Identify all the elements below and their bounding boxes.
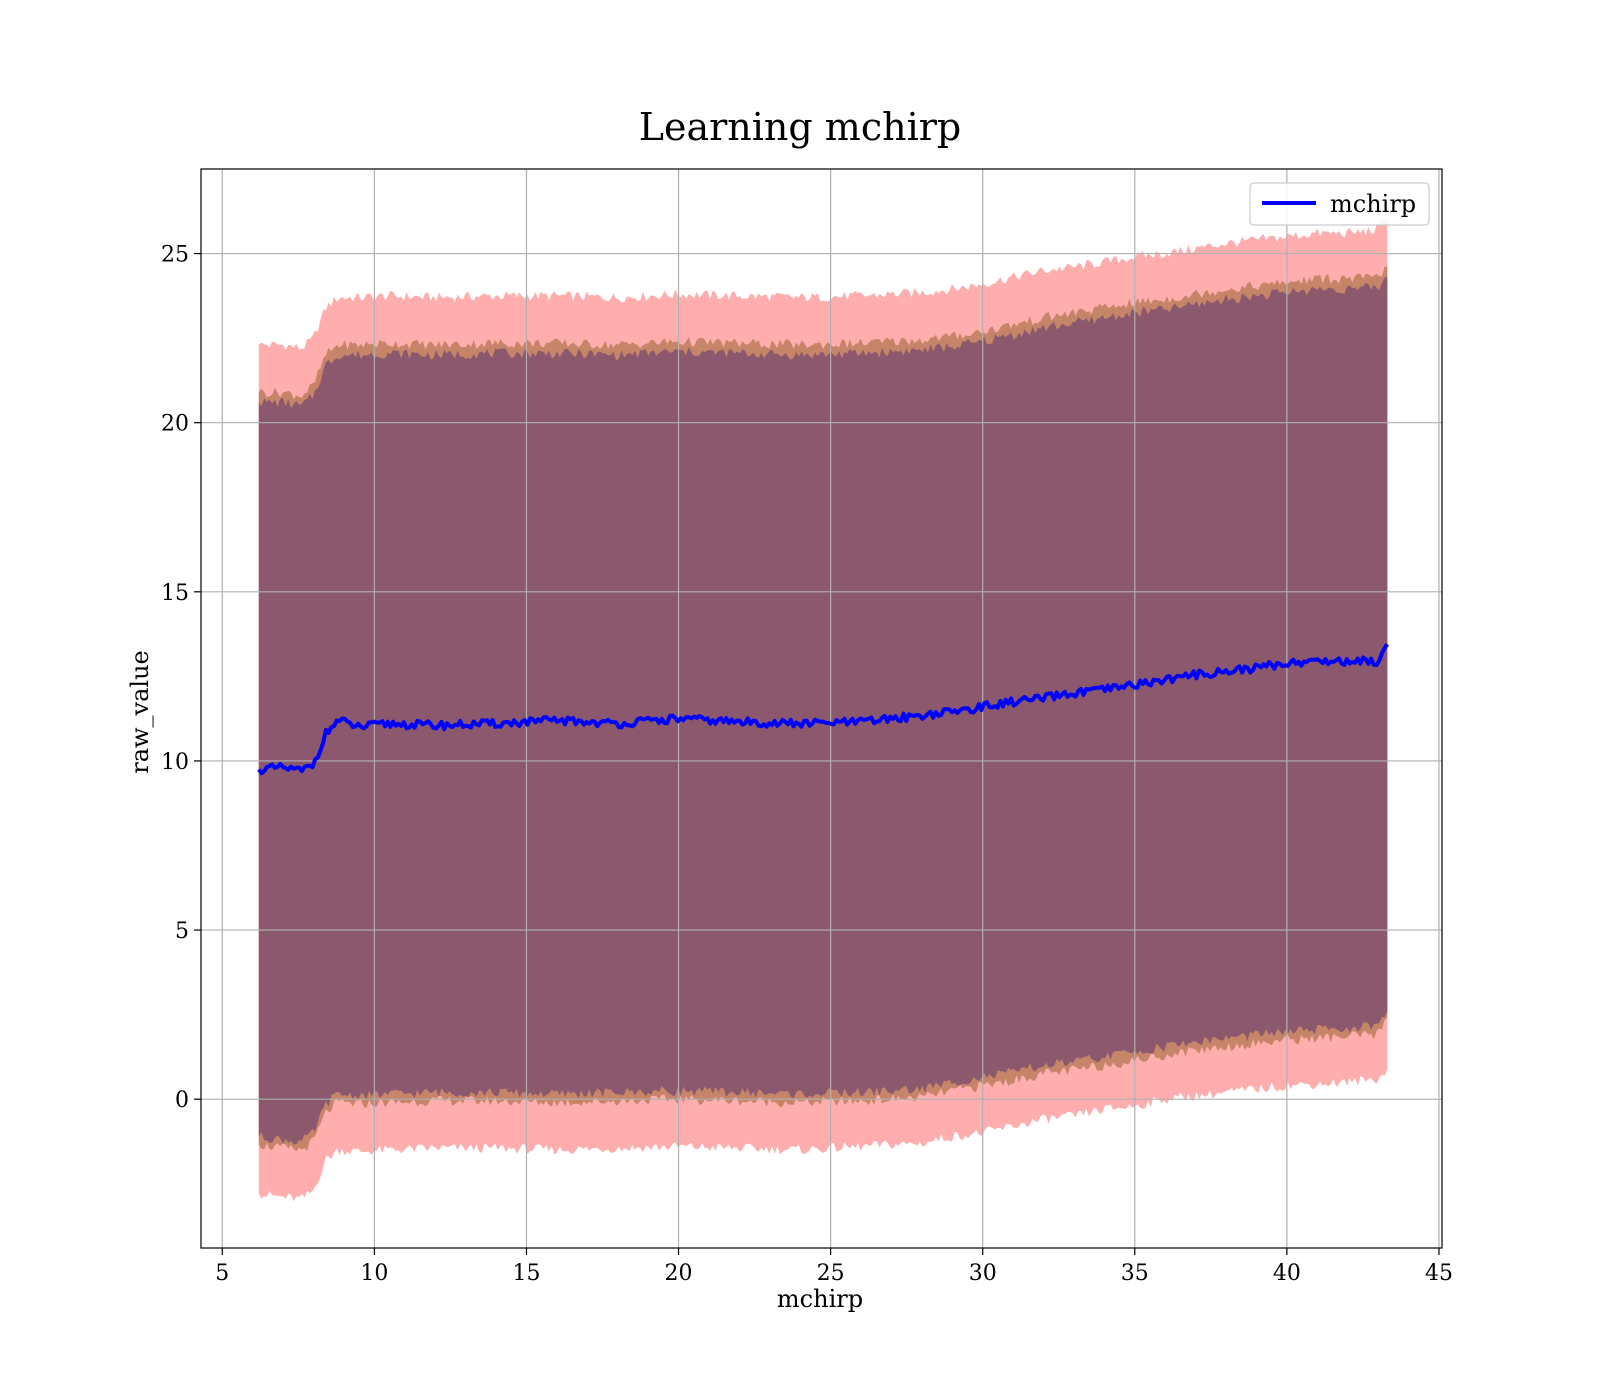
x-tick-label: 45 bbox=[1425, 1261, 1453, 1286]
y-tick-label: 5 bbox=[175, 919, 189, 944]
x-tick-label: 25 bbox=[817, 1261, 845, 1286]
x-tick-label: 35 bbox=[1121, 1261, 1149, 1286]
confidence-bands bbox=[258, 219, 1388, 1202]
x-axis-label: mchirp bbox=[777, 1285, 863, 1313]
y-axis-ticks: 0 5 10 15 20 25 bbox=[161, 243, 201, 1113]
band-2 bbox=[258, 277, 1388, 1145]
series-lines bbox=[257, 643, 1389, 776]
y-tick-label: 20 bbox=[161, 412, 189, 437]
legend: mchirp bbox=[1249, 182, 1430, 226]
y-tick-label: 25 bbox=[161, 243, 189, 268]
legend-box bbox=[1249, 182, 1430, 226]
y-tick-label: 10 bbox=[161, 750, 189, 775]
grid-lines bbox=[201, 169, 1442, 1248]
x-tick-label: 5 bbox=[215, 1261, 229, 1286]
plot-area bbox=[200, 168, 1443, 1249]
y-axis-label: raw_value bbox=[126, 650, 154, 774]
x-tick-label: 20 bbox=[665, 1261, 693, 1286]
plot-frame bbox=[200, 168, 1443, 1249]
x-tick-label: 40 bbox=[1273, 1261, 1301, 1286]
x-axis-ticks: 5 10 15 20 25 30 35 40 45 bbox=[215, 1248, 1453, 1286]
x-tick-label: 15 bbox=[512, 1261, 540, 1286]
legend-label-mchirp: mchirp bbox=[1330, 190, 1416, 218]
y-tick-label: 15 bbox=[161, 581, 189, 606]
series-line-mchirp bbox=[257, 643, 1389, 776]
x-tick-label: 10 bbox=[360, 1261, 388, 1286]
y-tick-label: 0 bbox=[175, 1088, 189, 1113]
chart-title: Learning mchirp bbox=[639, 105, 961, 149]
x-tick-label: 30 bbox=[969, 1261, 997, 1286]
